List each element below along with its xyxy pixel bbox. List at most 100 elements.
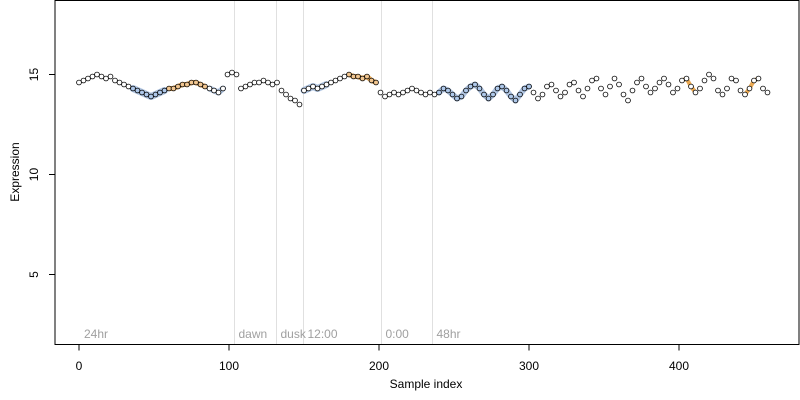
data-point	[265, 79, 271, 86]
data-point	[670, 89, 676, 96]
data-point	[544, 83, 550, 90]
data-point	[251, 79, 258, 86]
data-point	[274, 79, 280, 86]
data-point	[76, 79, 82, 86]
data-point	[85, 75, 91, 82]
data-point	[346, 71, 352, 78]
data-point	[575, 87, 582, 94]
data-point	[589, 77, 595, 84]
data-point	[382, 93, 388, 100]
data-point	[422, 91, 429, 98]
data-point	[359, 75, 366, 82]
data-point	[319, 83, 325, 90]
data-point	[472, 81, 478, 88]
data-point	[467, 83, 474, 90]
data-point	[269, 81, 276, 88]
data-point	[305, 85, 312, 92]
data-point	[674, 85, 681, 92]
data-point	[710, 75, 717, 82]
phase-label: dusk	[281, 327, 307, 341]
data-point	[368, 77, 375, 84]
data-point	[170, 85, 177, 92]
data-point	[431, 91, 438, 98]
data-point	[350, 73, 357, 80]
data-point	[386, 91, 393, 98]
data-point	[535, 95, 541, 102]
phase-label: 48hr	[437, 327, 461, 341]
data-point	[179, 81, 186, 88]
data-point	[598, 85, 604, 92]
data-point	[440, 85, 447, 92]
data-point	[175, 83, 181, 90]
x-tick-label: 300	[519, 359, 539, 373]
data-point	[103, 75, 109, 82]
data-point	[638, 75, 645, 82]
data-point	[526, 83, 532, 90]
data-point	[242, 83, 249, 90]
data-point	[584, 85, 591, 92]
data-point	[580, 93, 586, 100]
data-point	[652, 85, 658, 92]
phase-labels: 24hr dawn dusk 12:00 0:00 48hr	[84, 327, 461, 341]
data-point	[148, 93, 154, 100]
data-point	[94, 71, 100, 78]
data-point	[418, 89, 424, 96]
data-point	[256, 79, 262, 86]
data-point	[166, 85, 172, 92]
data-point	[764, 89, 771, 96]
data-point	[211, 87, 217, 94]
data-point	[314, 85, 321, 92]
data-point	[296, 101, 303, 108]
data-point	[715, 87, 721, 94]
data-point	[724, 85, 730, 92]
y-tick-label: 15	[27, 68, 41, 82]
data-point	[184, 81, 190, 88]
y-axis: 5 10 15	[27, 68, 56, 278]
data-point	[445, 87, 451, 94]
data-point	[337, 75, 343, 82]
data-point	[98, 73, 105, 80]
data-point	[427, 89, 433, 96]
data-point	[202, 83, 208, 90]
data-point	[643, 83, 649, 90]
data-point	[733, 77, 739, 84]
data-point	[400, 89, 406, 96]
data-point	[278, 87, 285, 94]
phase-label: 0:00	[386, 327, 410, 341]
y-tick-label: 10	[27, 168, 41, 182]
data-point	[517, 91, 523, 98]
data-point	[512, 97, 519, 104]
data-point	[742, 91, 748, 98]
data-point	[571, 79, 577, 86]
data-point	[530, 89, 537, 96]
data-point	[737, 87, 744, 94]
plot-frame	[54, 0, 800, 345]
data-point	[647, 89, 654, 96]
data-points	[76, 69, 771, 108]
data-point	[328, 79, 334, 86]
data-point	[143, 91, 150, 98]
data-point	[206, 85, 213, 92]
data-point	[107, 73, 114, 80]
x-tick-label: 100	[219, 359, 239, 373]
data-point	[719, 91, 726, 98]
data-point	[139, 89, 145, 96]
data-point	[521, 85, 528, 92]
data-point	[436, 89, 442, 96]
data-point	[499, 83, 505, 90]
data-point	[224, 71, 231, 78]
data-point	[332, 77, 339, 84]
data-point	[701, 77, 708, 84]
data-point	[760, 85, 766, 92]
data-point	[620, 91, 627, 98]
data-point	[634, 79, 640, 86]
data-point	[602, 91, 609, 98]
phase-label: 12:00	[308, 327, 338, 341]
data-point	[629, 87, 636, 94]
data-point	[125, 83, 132, 90]
data-point	[755, 75, 762, 82]
data-point	[157, 89, 163, 96]
data-point	[611, 75, 618, 82]
data-point	[323, 81, 330, 88]
